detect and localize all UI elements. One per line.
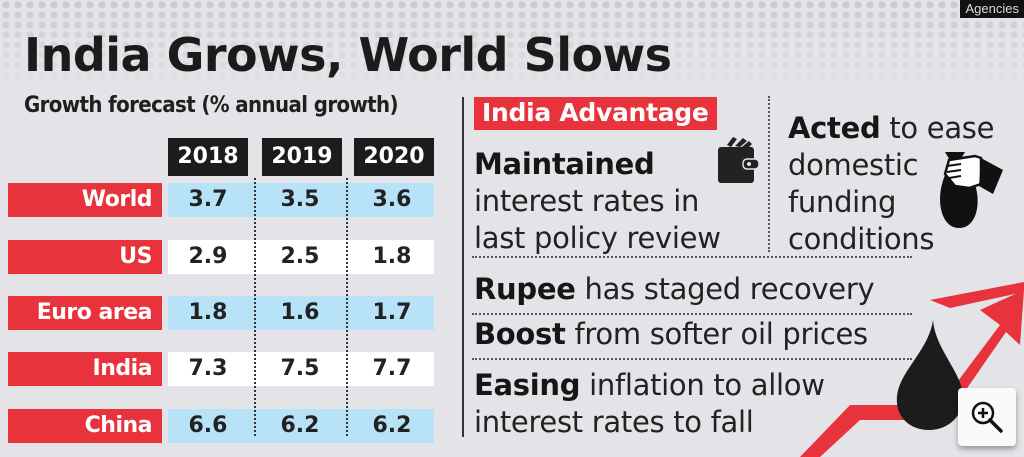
zoom-in-button[interactable] bbox=[958, 388, 1016, 446]
item-text: inflation to allow bbox=[580, 368, 825, 402]
value-cell: 7.3 bbox=[188, 356, 228, 381]
item-bold: Rupee bbox=[474, 272, 576, 306]
advantage-item-maintained: Maintained interest rates in last policy… bbox=[474, 146, 721, 257]
section-divider bbox=[462, 97, 464, 437]
item-divider-vertical bbox=[768, 96, 770, 252]
row-cells: 7.3 7.5 7.7 bbox=[168, 352, 434, 386]
table-title: Growth forecast (% annual growth) bbox=[24, 93, 399, 118]
advantage-item-rupee: Rupee has staged recovery bbox=[474, 271, 875, 308]
oil-drop-icon bbox=[896, 320, 964, 430]
advantage-item-easing: Easing inflation to allow interest rates… bbox=[474, 367, 825, 441]
item-divider bbox=[472, 313, 912, 315]
infographic-title: India Grows, World Slows bbox=[24, 28, 672, 82]
item-text: from softer oil prices bbox=[565, 317, 868, 351]
value-cell: 3.5 bbox=[280, 187, 320, 212]
value-cell: 6.2 bbox=[280, 413, 320, 438]
item-text: last policy review bbox=[474, 221, 721, 255]
zoom-in-icon bbox=[971, 401, 1003, 433]
item-text: conditions bbox=[788, 222, 935, 256]
value-cell: 3.6 bbox=[372, 187, 412, 212]
value-cell: 7.7 bbox=[372, 356, 412, 381]
row-label: China bbox=[8, 409, 162, 443]
item-divider bbox=[472, 358, 912, 360]
wallet-icon bbox=[718, 137, 760, 183]
column-divider bbox=[346, 178, 348, 436]
value-cell: 1.6 bbox=[280, 300, 320, 325]
value-cell: 1.8 bbox=[372, 244, 412, 269]
column-divider bbox=[254, 178, 256, 436]
column-header: 2020 bbox=[354, 138, 434, 176]
row-cells: 3.7 3.5 3.6 bbox=[168, 183, 434, 217]
item-divider bbox=[472, 256, 912, 258]
item-text: to ease bbox=[880, 111, 995, 145]
advantage-item-boost: Boost from softer oil prices bbox=[474, 316, 868, 353]
row-label: World bbox=[8, 183, 162, 217]
item-text: interest rates to fall bbox=[474, 405, 754, 439]
value-cell: 1.7 bbox=[372, 300, 412, 325]
value-cell: 3.7 bbox=[188, 187, 228, 212]
rising-arrow-icon bbox=[780, 282, 1024, 457]
item-bold: Boost bbox=[474, 317, 566, 351]
advantage-item-acted: Acted to ease domestic funding condition… bbox=[788, 110, 994, 258]
item-bold: Maintained bbox=[474, 147, 655, 181]
item-text: interest rates in bbox=[474, 184, 700, 218]
item-bold: Acted bbox=[788, 111, 881, 145]
item-text: funding bbox=[788, 185, 897, 219]
value-cell: 2.5 bbox=[280, 244, 320, 269]
dotted-background bbox=[0, 0, 1024, 90]
value-cell: 6.6 bbox=[188, 413, 228, 438]
item-text: has staged recovery bbox=[575, 272, 875, 306]
column-header: 2018 bbox=[168, 138, 248, 176]
value-cell: 2.9 bbox=[188, 244, 228, 269]
value-cell: 6.2 bbox=[372, 413, 412, 438]
row-cells: 2.9 2.5 1.8 bbox=[168, 240, 434, 274]
row-cells: 6.6 6.2 6.2 bbox=[168, 409, 434, 443]
image-credit: Agencies bbox=[959, 0, 1024, 18]
row-cells: 1.8 1.6 1.7 bbox=[168, 296, 434, 330]
item-bold: Easing bbox=[474, 368, 581, 402]
row-label: US bbox=[8, 240, 162, 274]
row-label: India bbox=[8, 352, 162, 386]
row-label: Euro area bbox=[8, 296, 162, 330]
value-cell: 7.5 bbox=[280, 356, 320, 381]
item-text: domestic bbox=[788, 148, 919, 182]
column-header: 2019 bbox=[262, 138, 342, 176]
money-bag-icon bbox=[940, 152, 1003, 228]
value-cell: 1.8 bbox=[188, 300, 228, 325]
india-advantage-tag: India Advantage bbox=[474, 97, 717, 130]
